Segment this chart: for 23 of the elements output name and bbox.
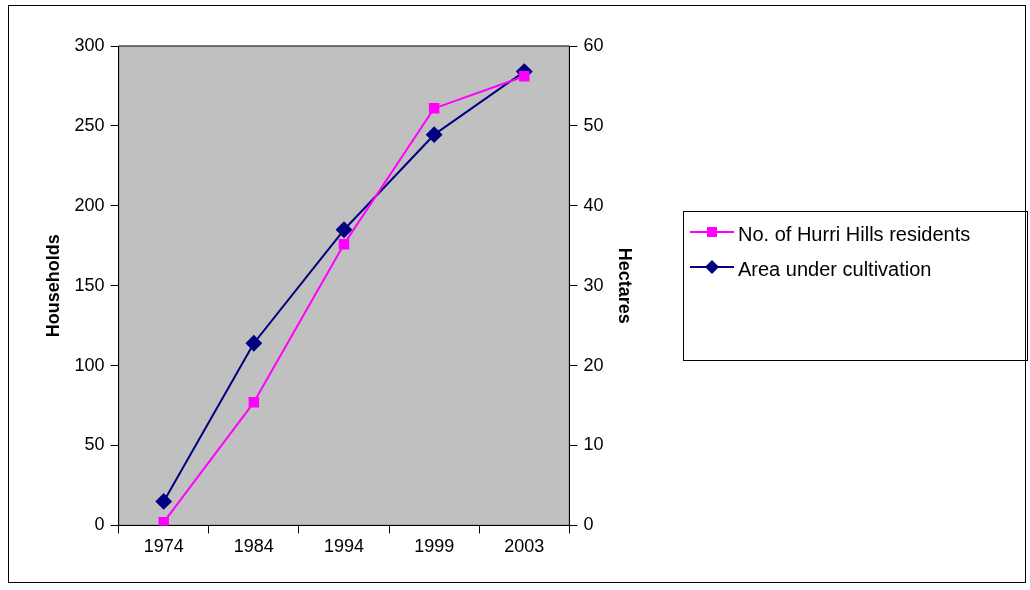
- y-tick-label: 150: [74, 274, 105, 295]
- x-tick-label: 1994: [323, 536, 365, 557]
- y-axis-title: Households: [42, 234, 63, 338]
- y2-tick-label: 10: [583, 434, 604, 455]
- y-tick-label: 300: [74, 34, 105, 55]
- x-tick-label: 1984: [233, 536, 274, 557]
- y2-tick-label: 40: [583, 194, 604, 215]
- x-tick-label: 1999: [414, 536, 455, 557]
- legend-label: Area under cultivation: [738, 257, 932, 282]
- x-tick-label: 2003: [504, 536, 545, 557]
- y2-tick-label: 60: [583, 34, 604, 55]
- y-tick-label: 250: [74, 114, 105, 135]
- y-tick-label: 100: [74, 354, 105, 375]
- y2-axis-title: Hectares: [615, 247, 636, 324]
- y2-tick-label: 0: [583, 514, 594, 535]
- y-tick-label: 0: [94, 514, 105, 535]
- y-tick-label: 50: [84, 434, 105, 455]
- legend-label: No. of Hurri Hills residents: [738, 222, 971, 247]
- y2-tick-label: 30: [583, 274, 604, 295]
- x-tick-label: 1974: [143, 536, 184, 557]
- y2-tick-label: 50: [583, 114, 604, 135]
- y2-tick-label: 20: [583, 354, 604, 375]
- y-tick-label: 200: [74, 194, 105, 215]
